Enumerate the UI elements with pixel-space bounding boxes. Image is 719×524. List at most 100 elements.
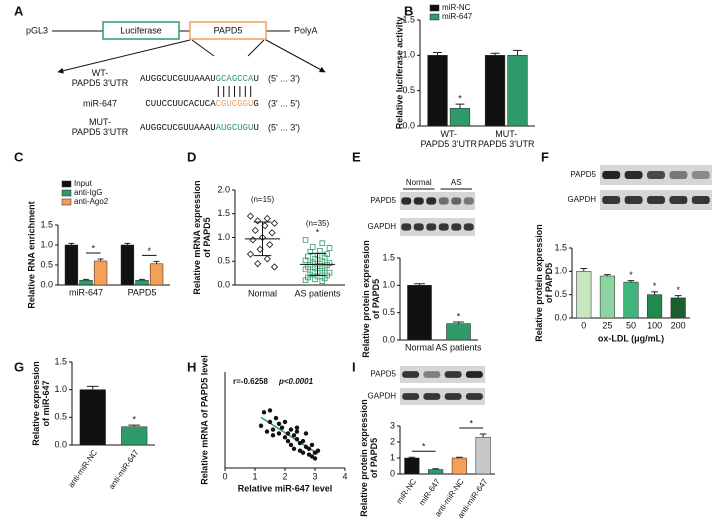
blot-band — [647, 171, 665, 179]
y-tick-label: 3 — [390, 420, 395, 430]
x-tick-label: anti-miR-NC — [67, 448, 100, 489]
y-axis-label: Relative protein expressionof PAPD5 — [361, 240, 381, 358]
y-tick-label: 1.5 — [382, 252, 395, 262]
data-point — [261, 410, 267, 415]
x-tick-label: 50 — [626, 320, 636, 330]
x-tick-label: Normal — [405, 342, 434, 352]
y-tick-label: 1.5 — [402, 14, 415, 24]
error-bar — [453, 321, 464, 324]
blot-band — [402, 371, 420, 378]
data-point — [249, 236, 257, 244]
bar — [79, 279, 93, 286]
annotation: r=-0.6258 — [233, 377, 268, 386]
bar — [407, 285, 432, 341]
y-tick-label: 1.0 — [402, 50, 415, 60]
data-point — [317, 248, 323, 254]
blot-band — [451, 197, 462, 205]
data-point — [273, 415, 279, 421]
data-point — [282, 435, 288, 440]
y-tick-label: 0.0 — [54, 439, 67, 449]
vector-label: pGL3 — [26, 25, 48, 35]
blot-band — [423, 371, 441, 378]
data-point — [309, 442, 315, 448]
blot-band — [691, 196, 710, 204]
luciferase-box — [102, 21, 180, 40]
y-tick-label: 0 — [390, 468, 395, 478]
blot-band — [426, 223, 437, 231]
data-point — [315, 448, 321, 453]
error-bar — [455, 103, 465, 109]
data-point — [263, 255, 271, 263]
bar — [149, 263, 164, 286]
significance: * — [469, 418, 473, 428]
blot-band — [423, 393, 441, 400]
x-tick-label: 1 — [252, 471, 257, 481]
x-tick-label: 4 — [342, 471, 347, 481]
connector — [247, 39, 265, 57]
x-tick-label: anti-miR-647 — [107, 448, 141, 491]
blot-band — [444, 393, 462, 400]
y-tick-label: 0.5 — [54, 412, 67, 422]
blot-group-label: Normal — [406, 178, 432, 187]
x-tick-label: AS patients — [435, 342, 482, 352]
bar — [507, 55, 528, 127]
x-tick-label: PAPD5 — [128, 287, 157, 297]
y-tick-label: 0.5 — [217, 256, 230, 266]
legend-swatch — [61, 189, 72, 197]
blot-band — [444, 371, 462, 378]
data-point — [303, 431, 309, 436]
blot-band — [463, 223, 474, 231]
panel-letter: I — [352, 359, 356, 374]
bar — [647, 294, 663, 319]
y-tick-label: 1.5 — [54, 356, 67, 366]
data-point — [319, 240, 326, 246]
error-bar — [604, 274, 611, 276]
sequence-part: CGUCGGU — [216, 99, 254, 109]
bar — [576, 271, 592, 319]
data-point — [294, 425, 300, 430]
error-bar — [479, 433, 487, 438]
mean-sd — [244, 221, 281, 257]
y-axis-label: Relative luciferase activity — [394, 17, 404, 130]
legend-swatch — [429, 4, 440, 12]
legend-label: miR-647 — [442, 12, 473, 21]
significance: * — [653, 281, 657, 291]
y-tick-label: 0.0 — [40, 279, 53, 289]
blot-background — [400, 192, 475, 210]
papd5-box — [189, 21, 267, 40]
y-tick-label: 0.0 — [554, 312, 567, 322]
error-bar — [83, 278, 89, 281]
error-bar — [512, 49, 522, 56]
error-bar — [433, 52, 443, 56]
connector — [191, 39, 215, 57]
error-bar — [86, 385, 99, 390]
data-point — [291, 433, 297, 438]
data-point — [307, 248, 314, 255]
sequence-label: WT-PAPD5 3'UTR — [72, 68, 129, 88]
data-point — [267, 419, 273, 425]
data-point — [270, 219, 279, 227]
blot-band — [691, 171, 710, 179]
error-bar — [97, 258, 104, 261]
data-point — [305, 253, 311, 260]
error-bar — [68, 242, 75, 245]
data-point — [285, 431, 291, 436]
error-bar — [414, 283, 425, 286]
vector-label: PAPD5 — [214, 25, 243, 35]
x-axis-label: ox-LDL (μg/mL) — [598, 333, 664, 343]
data-point — [270, 263, 279, 271]
blot-band — [669, 171, 688, 179]
x-tick-label: 0 — [581, 320, 586, 330]
blot-band — [463, 197, 474, 205]
data-point — [291, 446, 297, 451]
y-tick-label: 1.0 — [54, 384, 67, 394]
arrow — [265, 39, 326, 73]
n-label: (n=35) — [306, 219, 330, 228]
bar — [670, 297, 686, 319]
y-tick-label: 1.0 — [40, 239, 53, 249]
y-tick-label: 0.5 — [382, 307, 395, 317]
sequence-part: U — [253, 123, 258, 133]
data-point — [312, 456, 318, 461]
error-bar — [124, 242, 131, 245]
blot-band — [624, 196, 643, 204]
